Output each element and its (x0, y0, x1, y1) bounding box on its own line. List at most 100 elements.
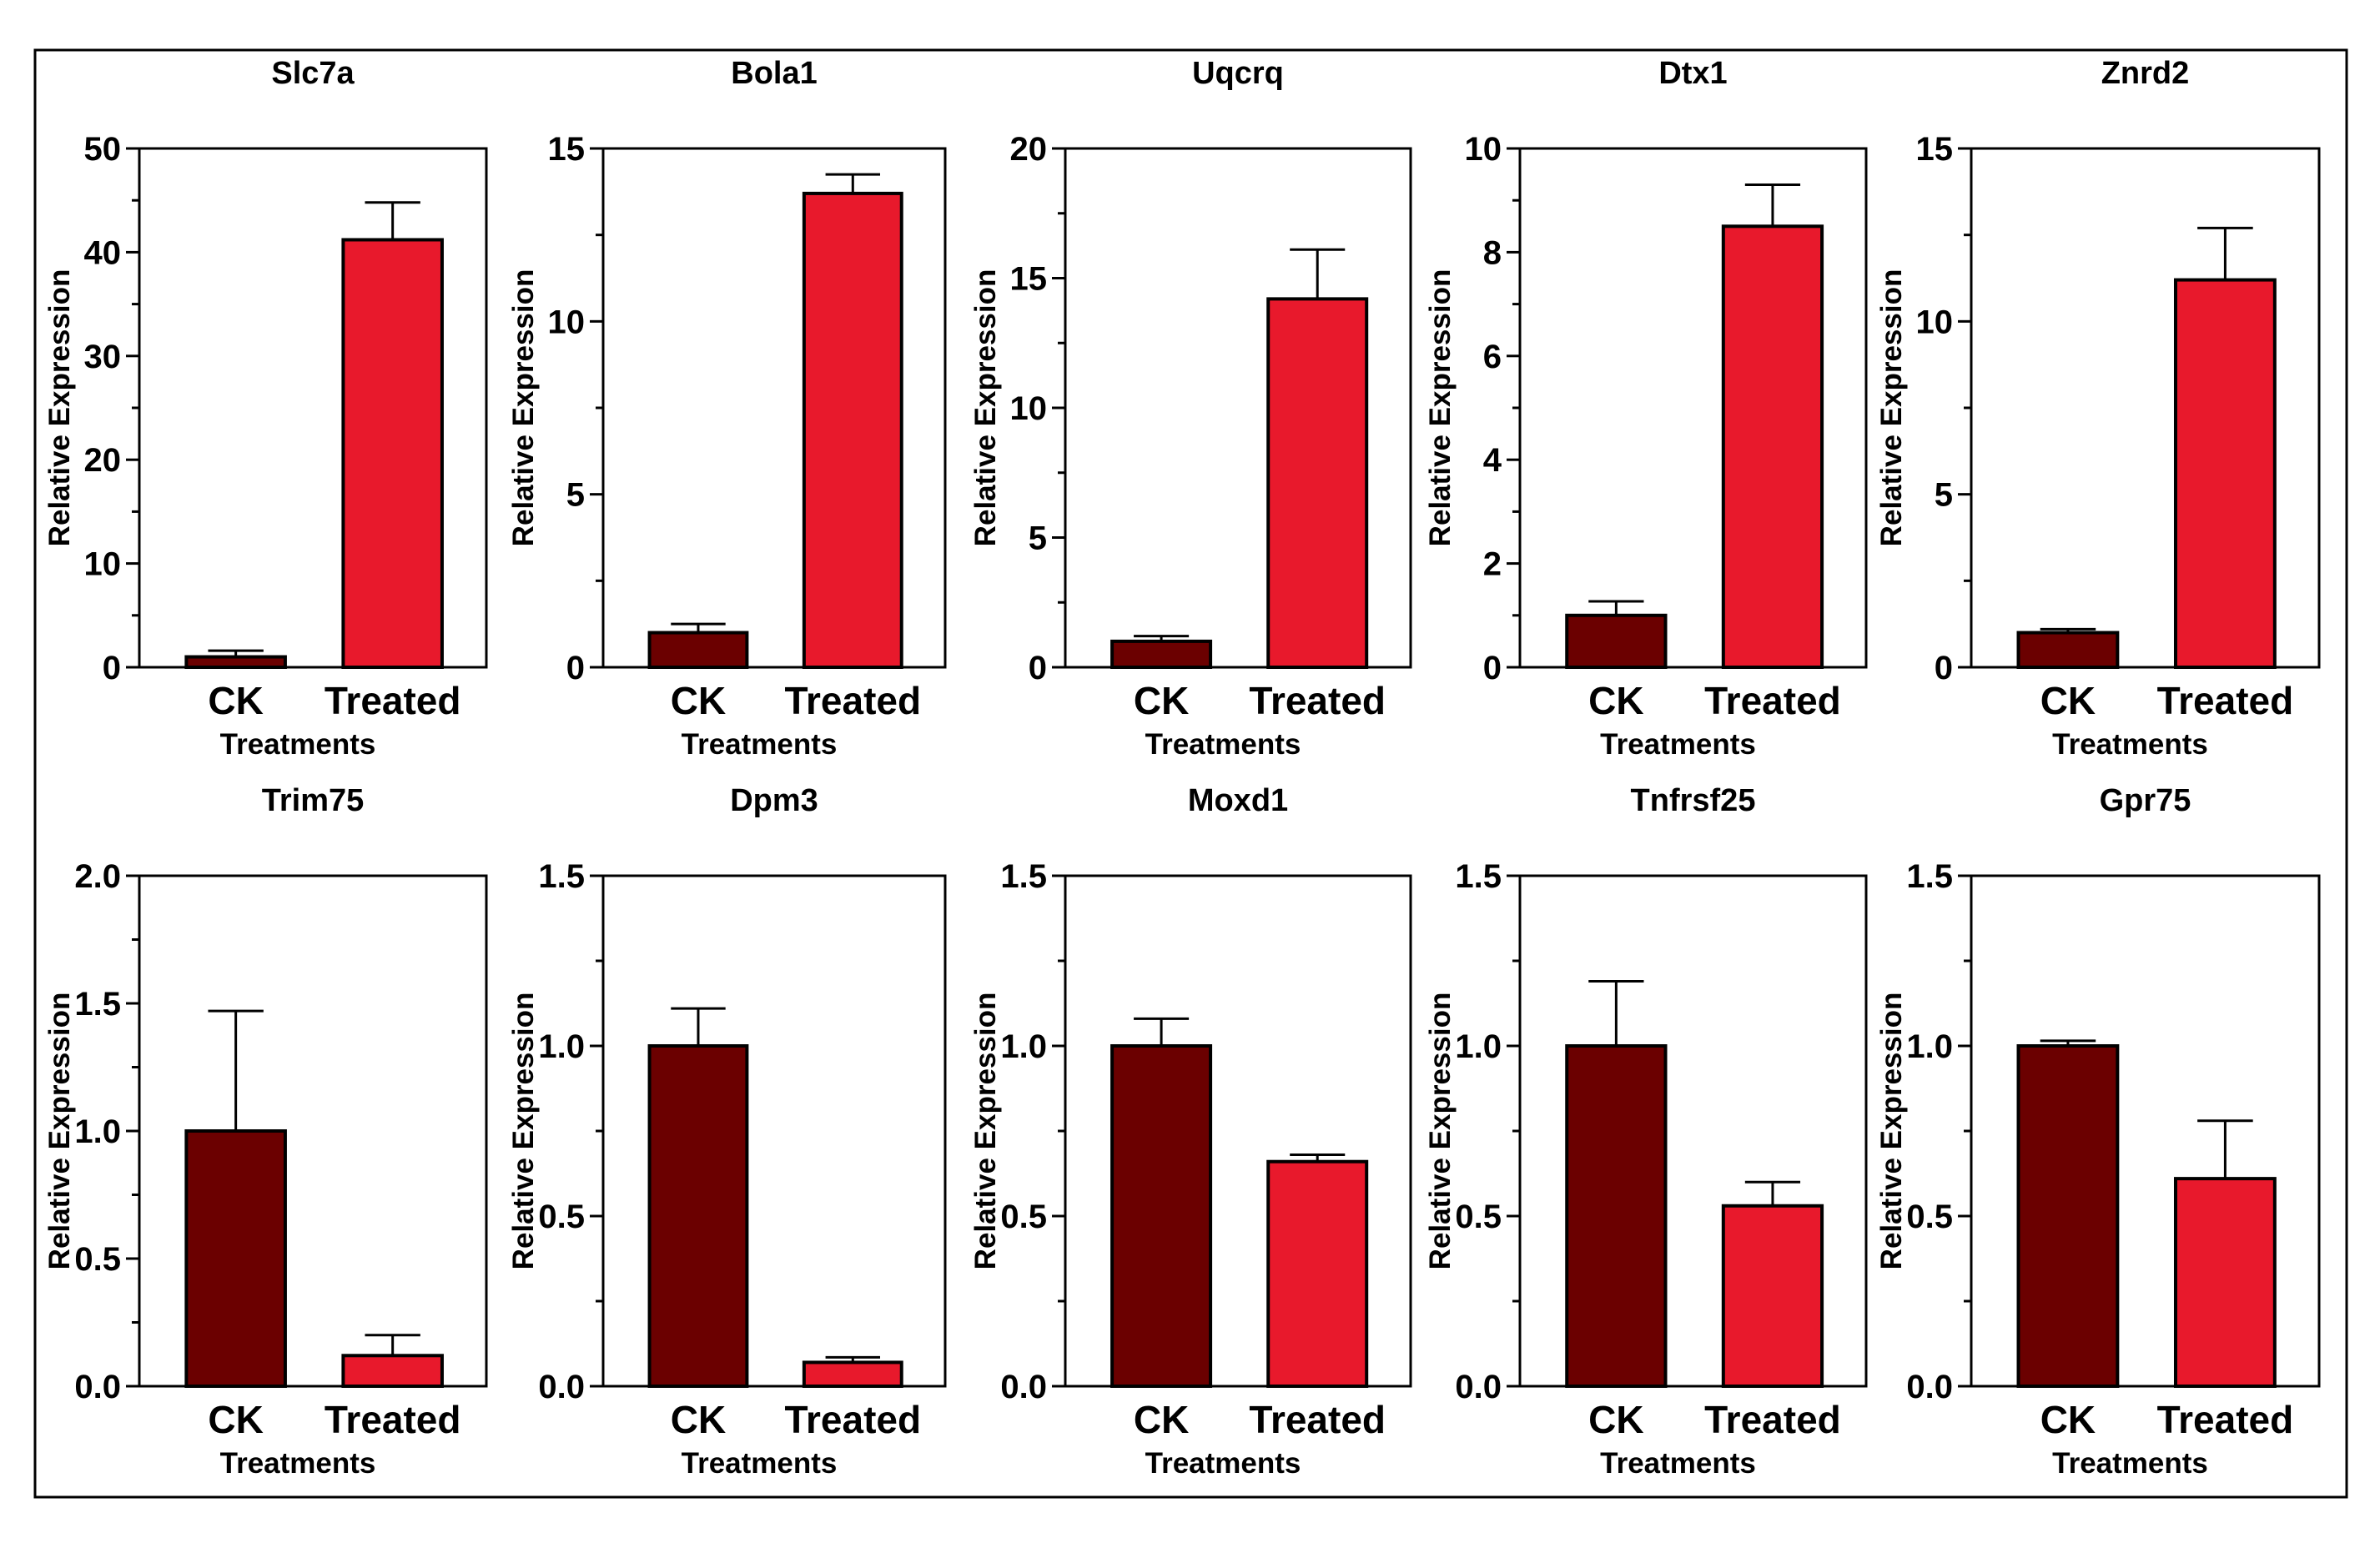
chart-panel: Dpm3 0.0 0.5 1.0 1.5 CK Treated Treatments Relat… (507, 783, 947, 1480)
category-label: Treated (2157, 1398, 2294, 1441)
bar-ck (184, 1129, 287, 1388)
x-axis-title: Treatments (1600, 1447, 1756, 1480)
y-tick-label: 0.5 (1455, 1199, 1502, 1235)
x-axis-title: Treatments (682, 728, 838, 761)
bar-treated (341, 238, 444, 669)
bar-treated (2173, 1177, 2277, 1388)
y-tick-label: 4 (1483, 442, 1502, 479)
bar-ck (2016, 631, 2120, 669)
y-tick-label: 10 (84, 546, 122, 583)
y-tick-label: 0 (103, 650, 121, 686)
y-tick-label: 0 (1029, 650, 1047, 686)
y-tick-label: 0.5 (74, 1241, 121, 1278)
chart-panel: Dtx1 0 2 4 6 8 10 CK Treated Treatments Relative E… (1424, 56, 1868, 761)
chart-panel: Tnfrsf25 0.0 0.5 1.0 1.5 CK Treated Treatments R… (1424, 783, 1868, 1480)
chart-title: Znrd2 (2101, 56, 2190, 91)
category-label: CK (2040, 1398, 2096, 1441)
y-tick-label: 0 (566, 650, 585, 686)
category-label: CK (1134, 1398, 1189, 1441)
chart-panel: Gpr75 0.0 0.5 1.0 1.5 CK Treated Treatments Rela… (1875, 783, 2321, 1480)
category-label: Treated (1249, 1398, 1386, 1441)
y-tick-label: 0 (1935, 650, 1953, 686)
figure-frame (33, 48, 2348, 1499)
y-tick-label: 40 (84, 234, 122, 271)
chart-panel: Uqcrq 0 5 10 15 20 CK Treated Treatments Relative… (969, 56, 1412, 761)
category-label: Treated (784, 1398, 921, 1441)
bar-treated (1266, 1159, 1369, 1388)
y-tick-label: 30 (84, 339, 122, 375)
y-tick-label: 1.5 (538, 858, 585, 895)
y-tick-label: 1.0 (1906, 1028, 1953, 1065)
y-tick-label: 0.0 (1000, 1369, 1047, 1405)
x-axis-title: Treatments (682, 1447, 838, 1480)
bar-treated (341, 1354, 444, 1389)
y-tick-label: 0.5 (1000, 1199, 1047, 1235)
bar-ck (1565, 1044, 1668, 1388)
y-tick-label: 0.5 (1906, 1199, 1953, 1235)
category-label: Treated (325, 1398, 461, 1441)
category-label: Treated (325, 679, 461, 722)
y-tick-label: 8 (1483, 234, 1502, 271)
y-tick-label: 0.0 (74, 1369, 121, 1405)
category-label: CK (208, 1398, 263, 1441)
y-axis-title: Relative Expression (1875, 993, 1908, 1270)
y-tick-label: 10 (1010, 390, 1048, 427)
chart-panel: Trim75 0.0 0.5 1.0 1.5 2.0 CK Treated Treatments… (43, 783, 488, 1480)
y-tick-label: 15 (1916, 131, 1954, 168)
chart-title: Tnfrsf25 (1631, 783, 1756, 818)
y-tick-label: 15 (1010, 261, 1048, 298)
category-label: Treated (784, 679, 921, 722)
y-tick-label: 1.0 (1455, 1028, 1502, 1065)
category-label: CK (208, 679, 263, 722)
y-axis-title: Relative Expression (969, 993, 1002, 1270)
category-label: CK (1134, 679, 1189, 722)
y-tick-label: 20 (1010, 131, 1048, 168)
bar-ck (1110, 639, 1213, 670)
y-tick-label: 5 (1935, 477, 1953, 514)
y-tick-label: 0.5 (538, 1199, 585, 1235)
category-label: CK (671, 1398, 726, 1441)
y-tick-label: 1.5 (1000, 858, 1047, 895)
y-tick-label: 1.5 (1455, 858, 1502, 895)
y-axis-title: Relative Expression (43, 269, 76, 547)
category-label: CK (1588, 1398, 1643, 1441)
bar-treated (1266, 297, 1369, 669)
x-axis-title: Treatments (1600, 728, 1756, 761)
x-axis-title: Treatments (1145, 1447, 1301, 1480)
bar-ck (1565, 613, 1668, 669)
chart-panel: Bola1 0 5 10 15 CK Treated Treatments Relative E… (507, 56, 947, 761)
y-tick-label: 1.5 (1906, 858, 1953, 895)
y-axis-title: Relative Expression (1424, 993, 1457, 1270)
y-tick-label: 1.0 (538, 1028, 585, 1065)
category-label: Treated (1249, 679, 1386, 722)
chart-panel: Moxd1 0.0 0.5 1.0 1.5 CK Treated Treatments Rela… (969, 783, 1412, 1480)
y-tick-label: 0.0 (538, 1369, 585, 1405)
y-axis-title: Relative Expression (43, 993, 76, 1270)
bar-ck (184, 655, 287, 669)
chart-title: Dtx1 (1658, 56, 1727, 91)
chart-title: Bola1 (731, 56, 817, 91)
x-axis-title: Treatments (220, 1447, 376, 1480)
bar-treated (802, 191, 903, 669)
y-tick-label: 0 (1483, 650, 1502, 686)
y-tick-label: 10 (548, 304, 586, 340)
y-tick-label: 1.0 (1000, 1028, 1047, 1065)
x-axis-title: Treatments (2052, 728, 2208, 761)
y-axis-title: Relative Expression (507, 993, 540, 1270)
chart-title: Dpm3 (730, 783, 818, 818)
chart-title: Slc7a (271, 56, 355, 91)
bar-ck (647, 1044, 749, 1388)
y-tick-label: 5 (566, 477, 585, 514)
category-label: Treated (2157, 679, 2294, 722)
bar-treated (1721, 1204, 1824, 1389)
chart-title: Gpr75 (2100, 783, 2191, 818)
chart-panel: Slc7a 0 10 20 30 40 50 CK Treated Treatments Relat… (43, 56, 488, 761)
y-tick-label: 10 (1465, 131, 1502, 168)
y-tick-label: 0.0 (1906, 1369, 1953, 1405)
category-label: CK (671, 679, 726, 722)
category-label: CK (1588, 679, 1643, 722)
x-axis-title: Treatments (1145, 728, 1301, 761)
x-axis-title: Treatments (2052, 1447, 2208, 1480)
